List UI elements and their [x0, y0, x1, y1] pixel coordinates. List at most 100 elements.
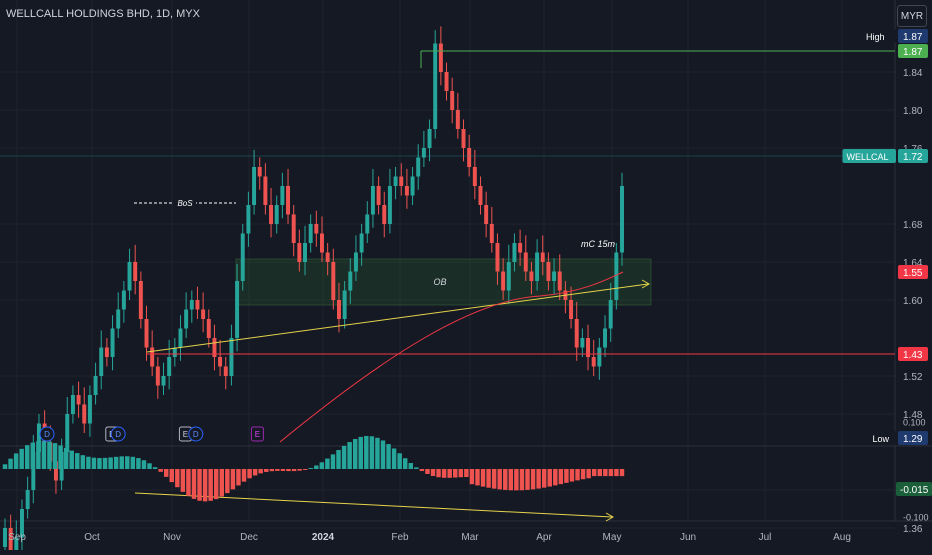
trendline-arrow	[641, 279, 651, 289]
candle-body	[87, 395, 92, 424]
candle-body	[138, 281, 143, 319]
price-label-value: 1.55	[903, 268, 923, 279]
time-tick-label: May	[603, 532, 622, 543]
candle-body	[591, 357, 596, 367]
osc-bar	[241, 469, 247, 482]
candle-body	[178, 328, 183, 348]
candle-body	[348, 271, 353, 291]
osc-bar	[564, 469, 569, 483]
candle-body	[552, 271, 557, 281]
earnings-marker-label: E	[255, 430, 260, 439]
osc-bar	[36, 441, 41, 469]
candle-body	[370, 186, 375, 215]
mc-label: mC 15m	[581, 239, 616, 249]
currency-button[interactable]: MYR	[897, 5, 927, 27]
candle-body	[201, 309, 206, 319]
osc-bar	[519, 469, 525, 491]
candle-body	[150, 347, 155, 367]
osc-bar	[464, 469, 469, 478]
osc-bar	[586, 469, 591, 479]
osc-bar	[119, 456, 124, 469]
osc-tick-label: 0.100	[903, 418, 926, 428]
osc-bar	[197, 469, 202, 501]
osc-value-box	[896, 482, 932, 496]
osc-bar	[314, 465, 319, 469]
osc-bar	[52, 443, 58, 469]
candle-body	[438, 43, 443, 72]
axes: 1.841.801.761.681.641.601.521.481.401.36…	[8, 29, 932, 543]
price-label-value: 1.72	[903, 152, 923, 163]
osc-bar	[230, 469, 236, 490]
candle-body	[218, 357, 223, 367]
osc-bar	[102, 457, 108, 469]
osc-bar	[514, 469, 519, 491]
candle-body	[36, 423, 41, 452]
osc-bar	[86, 456, 91, 469]
candle-body	[206, 319, 211, 338]
red-curve	[279, 271, 624, 443]
osc-bar	[236, 469, 241, 486]
candle-body	[303, 243, 307, 262]
yellow-trendline	[146, 283, 649, 353]
osc-bar	[280, 469, 286, 471]
candle-body	[512, 243, 517, 262]
osc-bar	[547, 469, 552, 487]
osc-bar	[419, 469, 425, 472]
price-label-box	[898, 149, 928, 163]
candle-body	[116, 309, 121, 329]
candle-body	[557, 271, 562, 291]
candle-body	[99, 347, 104, 376]
price-tick-label: 1.52	[903, 372, 923, 383]
candle-body	[353, 252, 358, 272]
candle-body	[133, 262, 138, 281]
candle-body	[14, 537, 19, 555]
osc-bar	[475, 469, 480, 486]
candle-body	[382, 205, 387, 224]
time-tick-label: Apr	[536, 532, 552, 543]
osc-bar	[269, 469, 275, 472]
osc-bar	[380, 440, 386, 469]
osc-bar	[8, 458, 13, 469]
bos-label-bg	[174, 195, 196, 209]
candle-body	[127, 262, 132, 291]
osc-bar	[219, 469, 225, 497]
price-tick-label: 1.84	[903, 68, 923, 79]
candle-body	[546, 262, 551, 281]
osc-bar	[247, 469, 252, 479]
candle-body	[336, 300, 341, 319]
candle-body	[65, 414, 70, 452]
price-label-value: 1.87	[903, 32, 923, 43]
candle-body	[76, 395, 81, 405]
candle-body	[359, 233, 364, 253]
candle-body	[540, 252, 545, 262]
candle-body	[608, 300, 613, 329]
price-label-name: Low	[873, 434, 890, 444]
candle-body	[444, 72, 449, 91]
candle-body	[280, 186, 285, 205]
candle-body	[3, 528, 7, 547]
dividend-marker-label: D	[44, 430, 50, 439]
osc-bar	[397, 453, 402, 469]
time-tick-label: Feb	[391, 532, 409, 543]
candle-body	[184, 309, 189, 329]
osc-bar	[503, 469, 508, 490]
candle-body	[229, 338, 234, 376]
osc-tick-label: -0.100	[903, 513, 929, 523]
price-tick-label: 1.48	[903, 410, 923, 421]
candle-body	[467, 148, 472, 167]
osc-bar	[208, 469, 213, 501]
candle-body	[455, 110, 460, 129]
candle-body	[308, 224, 313, 243]
candle-body	[25, 490, 30, 509]
time-tick-label: Oct	[84, 532, 100, 543]
candle-body	[70, 395, 75, 414]
candle-body	[535, 252, 540, 281]
candle-body	[484, 205, 489, 224]
osc-bar	[425, 469, 430, 474]
osc-bar	[491, 469, 497, 489]
osc-bar	[458, 469, 464, 478]
osc-value-label: -0.015	[900, 485, 929, 496]
